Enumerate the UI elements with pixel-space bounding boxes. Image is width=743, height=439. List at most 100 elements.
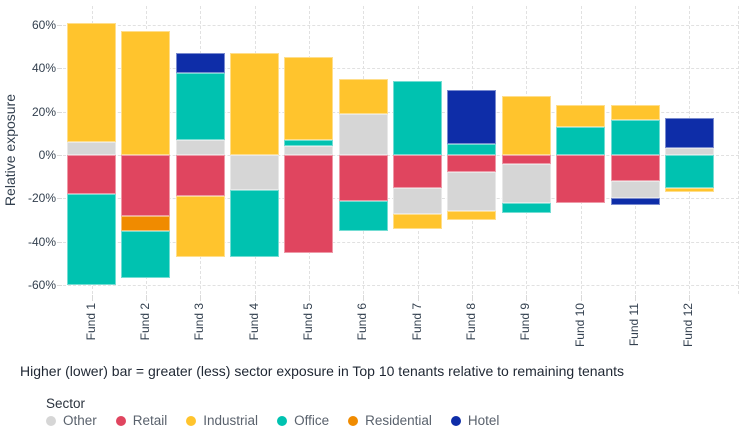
legend-item-office[interactable]: Office — [277, 413, 329, 428]
y-tick-mark — [57, 155, 62, 156]
x-tick-mark — [580, 295, 582, 301]
legend-item-industrial[interactable]: Industrial — [186, 413, 258, 428]
x-tick-mark — [363, 295, 365, 301]
bar-segment-retail[interactable] — [447, 155, 497, 173]
bar-segment-industrial[interactable] — [610, 105, 660, 121]
legend-dot-icon — [46, 415, 56, 426]
bar-segment-office[interactable] — [447, 144, 497, 155]
bar-segment-other[interactable] — [338, 113, 388, 155]
bar-segment-other[interactable] — [610, 181, 660, 199]
gridline-vertical — [738, 6, 739, 294]
bar-segment-office[interactable] — [230, 189, 280, 257]
bar-segment-other[interactable] — [393, 187, 443, 214]
bar-segment-other[interactable] — [501, 163, 551, 203]
bar-segment-office[interactable] — [501, 202, 551, 214]
bar-segment-other[interactable] — [230, 155, 280, 190]
bar-segment-hotel[interactable] — [447, 89, 497, 145]
legend-item-label: Industrial — [203, 413, 259, 428]
y-tick-mark — [57, 241, 62, 243]
bar-segment-other[interactable] — [175, 139, 225, 155]
legend-item-hotel[interactable]: Hotel — [450, 413, 500, 428]
x-tick-mark — [145, 295, 147, 301]
x-tick-label: Fund 9 — [518, 303, 533, 341]
bar-segment-office[interactable] — [175, 72, 225, 140]
bar-segment-retail[interactable] — [610, 155, 660, 181]
x-tick-label: Fund 7 — [409, 303, 424, 341]
bar-segment-industrial[interactable] — [338, 79, 388, 114]
bar-segment-office[interactable] — [67, 194, 116, 285]
bar-segment-office[interactable] — [610, 120, 660, 155]
legend-item-label: Office — [294, 413, 330, 428]
x-tick-mark — [635, 295, 636, 301]
x-tick-label: Fund 2 — [137, 303, 152, 341]
y-tick-label: 20% — [31, 104, 56, 119]
bar-segment-retail[interactable] — [338, 155, 388, 201]
bar-segment-office[interactable] — [393, 81, 443, 155]
bar-segment-retail[interactable] — [175, 155, 225, 197]
bar-segment-retail[interactable] — [501, 155, 551, 164]
bar-segment-retail[interactable] — [67, 155, 116, 194]
bar-segment-industrial[interactable] — [556, 105, 606, 127]
y-tick-label: -60% — [27, 278, 56, 292]
y-tick-label: -20% — [27, 191, 56, 206]
bar-segment-industrial[interactable] — [175, 196, 225, 257]
bar-segment-industrial[interactable] — [284, 57, 334, 140]
bar-segment-industrial[interactable] — [67, 22, 116, 142]
bar-segment-hotel[interactable] — [175, 53, 225, 73]
x-tick-label: Fund 10 — [572, 303, 587, 348]
bar-segment-hotel[interactable] — [664, 118, 714, 149]
legend-dot-icon — [186, 415, 197, 426]
bar-segment-other[interactable] — [284, 146, 334, 155]
y-tick-mark — [57, 285, 62, 286]
y-tick-label: 0% — [38, 148, 56, 162]
y-tick-mark — [57, 68, 62, 70]
bar-segment-office[interactable] — [664, 155, 714, 188]
x-tick-mark — [471, 295, 473, 301]
bar-segment-office[interactable] — [121, 230, 171, 279]
bar-segment-other[interactable] — [664, 148, 714, 155]
bar-segment-other[interactable] — [67, 141, 116, 155]
bar-segment-retail[interactable] — [556, 155, 606, 203]
bar-segment-retail[interactable] — [393, 155, 443, 188]
bar-segment-industrial[interactable] — [664, 187, 714, 192]
x-tick-mark — [200, 295, 202, 301]
x-tick-label: Fund 8 — [463, 303, 478, 341]
bar-segment-other[interactable] — [447, 172, 497, 212]
legend-item-label: Hotel — [467, 413, 500, 428]
legend-dot-icon — [450, 415, 461, 426]
gridline-horizontal — [63, 68, 739, 70]
legend-item-other[interactable]: Other — [46, 413, 97, 428]
x-tick-mark — [254, 295, 256, 301]
x-tick-mark — [417, 295, 419, 301]
legend: Other Retail Industrial Office Residential Ho… — [46, 413, 499, 428]
bar-segment-retail[interactable] — [121, 155, 171, 216]
bar-segment-retail[interactable] — [284, 155, 334, 253]
legend-item-label: Residential — [365, 413, 432, 428]
gridline-horizontal — [63, 24, 739, 26]
bar-segment-office[interactable] — [556, 126, 606, 155]
x-tick-label: Fund 6 — [355, 303, 370, 341]
gridline-horizontal — [63, 241, 739, 243]
x-tick-mark — [308, 295, 310, 301]
bar-segment-residential[interactable] — [121, 215, 171, 231]
bar-segment-industrial[interactable] — [230, 53, 280, 155]
bar-segment-industrial[interactable] — [501, 96, 551, 155]
bar-segment-industrial[interactable] — [447, 211, 497, 220]
x-tick-label: Fund 3 — [192, 303, 207, 341]
x-tick-label: Fund 4 — [246, 303, 261, 341]
bar-segment-office[interactable] — [338, 200, 388, 231]
y-tick-mark — [57, 111, 62, 113]
legend-item-retail[interactable]: Retail — [115, 413, 167, 428]
x-tick-label: Fund 12 — [681, 303, 696, 348]
bar-segment-hotel[interactable] — [610, 198, 660, 205]
y-tick-mark — [57, 24, 62, 26]
y-tick-label: 40% — [31, 61, 56, 76]
x-tick-mark — [689, 295, 691, 301]
legend-item-residential[interactable]: Residential — [348, 413, 432, 428]
bar-segment-industrial[interactable] — [121, 31, 171, 155]
legend-dot-icon — [115, 415, 126, 426]
y-tick-label: 60% — [31, 17, 56, 32]
bar-segment-industrial[interactable] — [393, 213, 443, 229]
bar-segment-office[interactable] — [284, 139, 334, 147]
